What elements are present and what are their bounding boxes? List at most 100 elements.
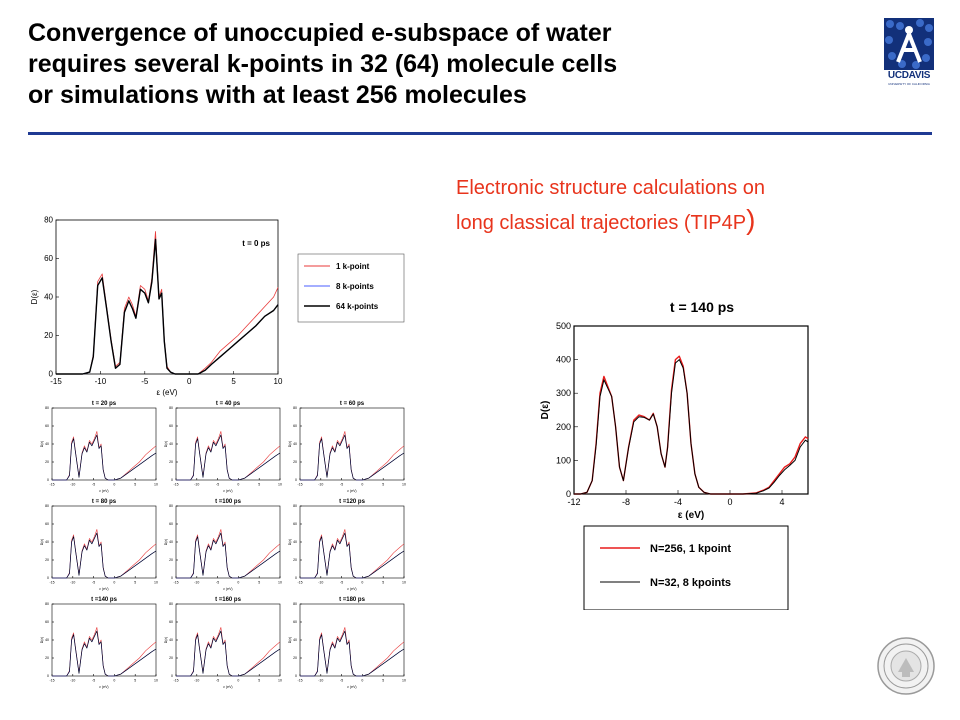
y-tick-label: 20 <box>169 558 173 562</box>
x-tick-label: 0 <box>237 679 239 683</box>
y-tick-label: 60 <box>45 620 49 624</box>
y-tick-label: 0 <box>566 489 571 499</box>
y-axis-label: D(ε) <box>40 441 44 447</box>
panel-title-1: t = 20 ps <box>92 401 117 407</box>
y-tick-label: 20 <box>169 460 173 464</box>
x-axis-label: ε (eV) <box>99 489 108 493</box>
x-tick-label: 0 <box>237 483 239 487</box>
x-tick-label: 10 <box>154 581 158 585</box>
x-tick-label: 0 <box>361 483 363 487</box>
x-axis-label: ε (eV) <box>99 685 108 689</box>
x-tick-label: -5 <box>340 483 343 487</box>
logo-subtext: UNIVERSITY OF CALIFORNIA <box>888 82 930 86</box>
plot-frame <box>573 325 809 495</box>
series-line-3 <box>300 630 405 677</box>
y-tick-label: 80 <box>45 504 49 508</box>
x-tick-label: -5 <box>92 679 95 683</box>
panel-title-5: t =100 ps <box>215 499 242 505</box>
x-tick-label: 0 <box>727 497 732 507</box>
x-tick-label: -5 <box>216 581 219 585</box>
large-cell-dos-chart: -12 -8 -4 0 4 0 100 200 300 400 500 ε (eV) D(ε) t = 1… <box>540 299 809 610</box>
plot-frame <box>51 603 157 677</box>
x-tick-label: -5 <box>340 581 343 585</box>
y-tick-label: 100 <box>556 455 571 465</box>
y-tick-label: 60 <box>44 254 53 263</box>
x-tick-label: -5 <box>216 679 219 683</box>
y-tick-label: 40 <box>293 540 297 544</box>
x-tick-label: 5 <box>258 679 260 683</box>
x-tick-label: 5 <box>258 483 260 487</box>
x-tick-label: 10 <box>402 581 406 585</box>
x-tick-label: -12 <box>567 497 580 507</box>
y-tick-label: 40 <box>169 638 173 642</box>
y-tick-label: 60 <box>293 620 297 624</box>
y-tick-label: 20 <box>293 656 297 660</box>
series-line-3 <box>52 532 157 579</box>
subtitle: Electronic structure calculations on lon… <box>456 172 765 239</box>
y-axis-label: D(ε) <box>164 637 168 643</box>
plot-frame <box>55 219 279 375</box>
y-tick-label: 0 <box>171 674 173 678</box>
x-axis-label: ε (eV) <box>678 510 704 521</box>
x-tick-label: 5 <box>382 483 384 487</box>
series-line-3 <box>176 434 281 481</box>
y-tick-label: 500 <box>556 321 571 331</box>
dos-time-series-grid: -15 -10 -5 0 5 10 0 20 40 60 80 ε (eV) D(ε) t = 20 ps… <box>40 401 406 689</box>
y-tick-label: 0 <box>47 478 49 482</box>
plot-frame <box>299 603 405 677</box>
y-tick-label: 40 <box>293 442 297 446</box>
y-tick-label: 20 <box>44 331 53 340</box>
y-axis-label: D(ε) <box>288 441 292 447</box>
x-tick-label: 0 <box>113 679 115 683</box>
x-axis-label: ε (eV) <box>347 489 356 493</box>
y-tick-label: 200 <box>556 422 571 432</box>
x-axis-label: ε (eV) <box>347 685 356 689</box>
y-tick-label: 80 <box>169 504 173 508</box>
x-tick-label: -5 <box>141 377 149 386</box>
y-tick-label: 0 <box>171 576 173 580</box>
y-axis-label: D(ε) <box>540 401 551 420</box>
y-tick-label: 0 <box>49 370 54 379</box>
x-tick-label: -10 <box>318 679 323 683</box>
x-tick-label: 4 <box>779 497 784 507</box>
legend-label-3: 64 k-points <box>336 302 379 311</box>
x-tick-label: 10 <box>278 581 282 585</box>
y-tick-label: 60 <box>293 522 297 526</box>
x-tick-label: -15 <box>49 581 54 585</box>
x-tick-label: 5 <box>231 377 236 386</box>
plot-frame <box>299 407 405 481</box>
title-line-3: or simulations with at least 256 molecul… <box>28 81 527 109</box>
x-tick-label: 0 <box>187 377 192 386</box>
x-tick-label: -10 <box>318 581 323 585</box>
plot-frame <box>51 505 157 579</box>
y-tick-label: 40 <box>169 442 173 446</box>
x-tick-label: -10 <box>70 581 75 585</box>
legend-label-1: N=256, 1 kpoint <box>650 543 731 555</box>
subtitle-line-2: long classical trajectories (TIP4P <box>456 212 747 234</box>
y-tick-label: 20 <box>169 656 173 660</box>
x-tick-label: -10 <box>70 483 75 487</box>
y-tick-label: 80 <box>293 602 297 606</box>
x-tick-label: -10 <box>95 377 107 386</box>
legend-label-2: 8 k-points <box>336 282 374 291</box>
x-axis-label: ε (eV) <box>223 489 232 493</box>
y-tick-label: 60 <box>169 522 173 526</box>
x-tick-label: -8 <box>622 497 630 507</box>
y-tick-label: 40 <box>45 540 49 544</box>
y-tick-label: 40 <box>44 293 53 302</box>
x-tick-label: -15 <box>49 679 54 683</box>
x-tick-label: -10 <box>194 483 199 487</box>
y-tick-label: 20 <box>293 558 297 562</box>
panel-title-8: t =160 ps <box>215 597 242 603</box>
x-tick-label: 5 <box>258 581 260 585</box>
x-tick-label: 5 <box>382 581 384 585</box>
x-tick-label: -15 <box>297 581 302 585</box>
chart-title: t = 140 ps <box>670 299 734 315</box>
title-rule <box>28 132 932 135</box>
x-tick-label: -10 <box>70 679 75 683</box>
slide-title: Convergence of unoccupied e-subspace of … <box>28 18 848 111</box>
y-axis-label: D(ε) <box>40 539 44 545</box>
y-tick-label: 60 <box>169 620 173 624</box>
subtitle-line-2-wrap: long classical trajectories (TIP4P) <box>456 204 765 239</box>
title-line-2: requires several k-points in 32 (64) mol… <box>28 50 618 78</box>
